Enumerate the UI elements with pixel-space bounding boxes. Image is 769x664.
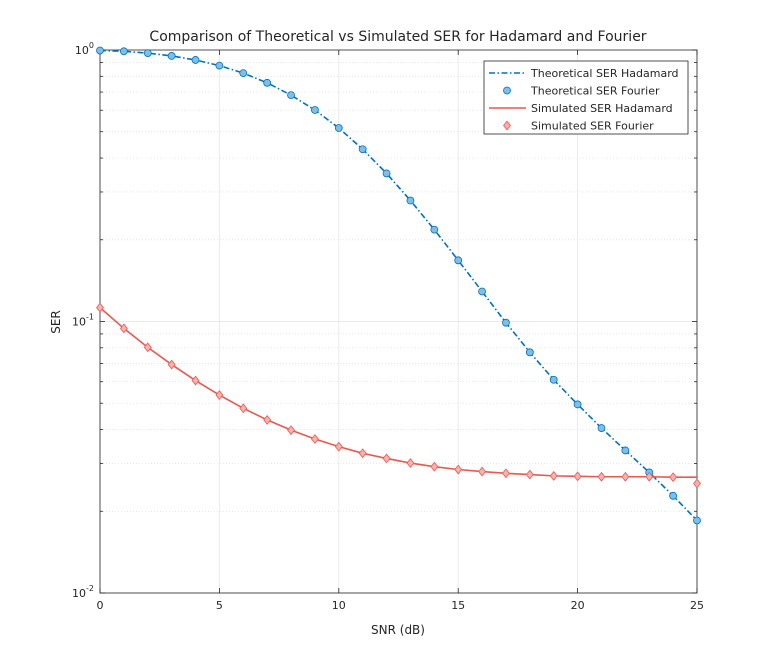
series-point — [287, 425, 295, 436]
series-point — [191, 56, 200, 64]
series-point — [669, 491, 678, 500]
x-tick-label: 15 — [451, 599, 465, 612]
series-point — [430, 225, 439, 234]
x-tick-label: 5 — [216, 599, 223, 612]
series-point — [239, 69, 248, 78]
series-point — [334, 124, 343, 132]
x-tick-label: 0 — [97, 599, 104, 612]
series-point — [167, 52, 176, 60]
series-4 — [96, 302, 701, 489]
series-point — [239, 403, 248, 414]
series-point — [382, 169, 391, 178]
series-point — [597, 424, 606, 432]
x-tick-label: 20 — [571, 599, 585, 612]
legend-label: Simulated SER Fourier — [531, 120, 654, 133]
series-point — [478, 466, 487, 477]
series-line — [99, 49, 698, 522]
series-point — [549, 470, 558, 481]
x-axis-label: SNR (dB) — [371, 623, 425, 637]
series-point — [143, 49, 152, 58]
series-point — [669, 472, 678, 483]
series-3 — [99, 307, 697, 479]
series-point — [311, 106, 319, 114]
series-point — [119, 323, 128, 334]
legend-label: Simulated SER Hadamard — [531, 102, 673, 115]
series-point — [287, 91, 295, 100]
series-2 — [96, 46, 701, 525]
series-point — [215, 61, 224, 70]
series-point — [693, 516, 701, 525]
series-point — [310, 434, 319, 444]
series-point — [382, 453, 391, 464]
series-point — [119, 47, 128, 56]
axis-ticks: 0 5 10 15 20 25 100 10-1 10-2 — [72, 41, 704, 612]
series-point — [693, 478, 701, 489]
legend: Theoretical SER Hadamard Theoretical SER … — [483, 60, 689, 135]
series-point — [96, 302, 104, 313]
series-point — [645, 471, 654, 482]
series-line — [99, 307, 697, 479]
series-point — [621, 446, 630, 455]
series-point — [454, 256, 463, 265]
series-point — [215, 390, 224, 400]
series-point — [478, 287, 486, 296]
series-point — [573, 400, 582, 409]
series-point — [454, 464, 463, 475]
x-tick-label: 10 — [332, 599, 346, 612]
series-point — [621, 471, 630, 482]
series-point — [96, 46, 104, 55]
grid-lines — [99, 50, 698, 594]
y-tick-label: 100 — [75, 41, 94, 57]
series-point — [263, 78, 272, 87]
legend-marker-swatch — [503, 86, 511, 95]
series-point — [502, 318, 510, 327]
series-point — [502, 468, 510, 479]
series-point — [406, 196, 415, 205]
series-point — [525, 348, 534, 357]
series-point — [167, 359, 176, 370]
series-1 — [99, 49, 698, 522]
legend-label: Theoretical SER Hadamard — [530, 67, 679, 80]
series-point — [358, 448, 367, 459]
series-point — [263, 414, 272, 425]
series-point — [191, 375, 200, 386]
x-tick-label: 25 — [690, 599, 704, 612]
legend-marker-swatch — [503, 120, 511, 131]
y-axis-label: SER — [49, 310, 63, 334]
series-point — [406, 458, 415, 469]
chart-title: Comparison of Theoretical vs Simulated S… — [149, 29, 646, 45]
series-point — [597, 471, 606, 482]
series-point — [334, 441, 343, 452]
series-layer — [96, 46, 701, 525]
series-point — [573, 471, 582, 482]
series-point — [358, 145, 367, 154]
series-point — [549, 375, 558, 384]
y-tick-label: 10-1 — [72, 313, 94, 329]
legend-label: Theoretical SER Fourier — [530, 85, 660, 98]
y-tick-label: 10-2 — [72, 584, 94, 600]
series-point — [143, 342, 152, 353]
series-point — [525, 469, 534, 480]
series-point — [430, 461, 439, 472]
